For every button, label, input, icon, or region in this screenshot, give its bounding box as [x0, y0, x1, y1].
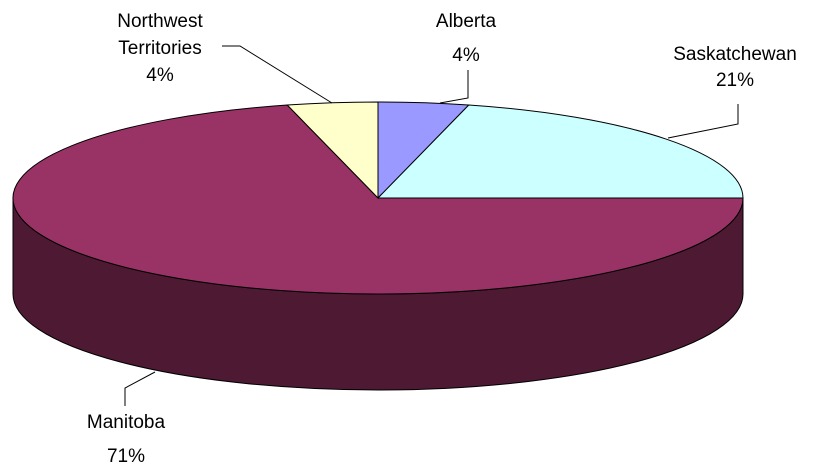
pie-slice-manitoba	[12, 104, 744, 295]
leader-line-manitoba	[124, 371, 156, 406]
label-saskatchewan-name: Saskatchewan	[673, 44, 797, 65]
leader-line-northwest-territories	[222, 45, 333, 104]
label-northwest-territories-name-1: Northwest	[117, 11, 203, 32]
pie-slice-northwest-territories	[286, 101, 379, 200]
label-alberta-name: Alberta	[436, 11, 497, 32]
pie-slice-saskatchewan	[376, 104, 744, 199]
label-saskatchewan-value: 21%	[716, 70, 754, 91]
label-manitoba-value: 71%	[107, 446, 145, 467]
label-northwest-territories-name-2: Territories	[118, 38, 201, 59]
leader-line-saskatchewan	[667, 104, 739, 139]
label-manitoba-name: Manitoba	[87, 412, 166, 433]
leader-line-alberta	[439, 70, 469, 104]
label-alberta-value: 4%	[452, 45, 480, 66]
pie-layer	[12, 101, 744, 391]
label-northwest-territories-value: 4%	[146, 65, 174, 86]
